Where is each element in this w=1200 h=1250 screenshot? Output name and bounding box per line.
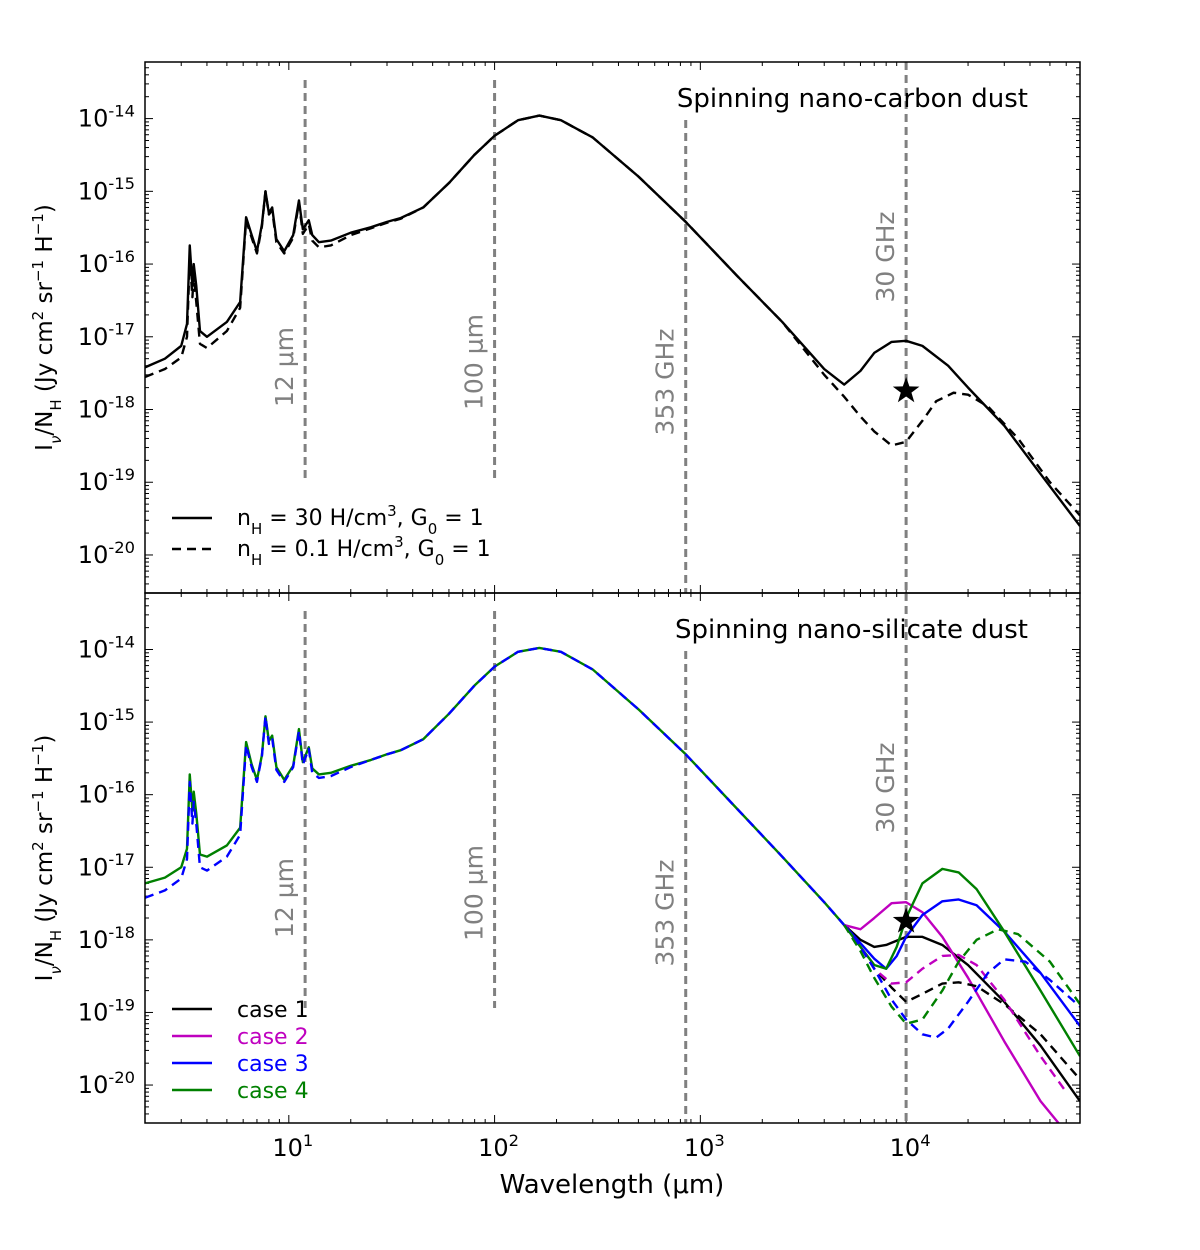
x-tick-label: 103: [684, 1131, 725, 1162]
vline-label-0: 12 μm: [270, 327, 299, 407]
y-tick-label: 10-16: [78, 247, 135, 278]
x-axis-title: Wavelength (μm): [500, 1170, 725, 1200]
series-line-2: [843, 898, 1080, 1027]
y-tick-label: 10-14: [78, 102, 135, 133]
x-tick-label: 102: [478, 1131, 519, 1162]
star-marker: [892, 907, 920, 933]
y-tick-label: 10-18: [78, 392, 135, 423]
reference-lines: 12 μm 100 μm 353 GHz 30 GHz: [270, 593, 908, 1123]
series-line-0: [145, 114, 1080, 527]
y-axis-title-text: Iν/NH (Jy cm2 sr−1 H−1): [29, 735, 65, 982]
y-tick-label: 10-16: [78, 778, 135, 809]
y-tick-label: 10-15: [78, 174, 135, 205]
series-line-4: [843, 924, 1080, 1081]
y-axis-title: Iν/NH (Jy cm2 sr−1 H−1): [29, 204, 65, 451]
legend-label-1: nH = 0.1 H/cm3, G0 = 1: [237, 533, 491, 569]
x-tick-label: 104: [890, 1131, 931, 1162]
vline-label-2: 353 GHz: [651, 860, 680, 967]
y-axis-title-text: Iν/NH (Jy cm2 sr−1 H−1): [29, 204, 65, 451]
series-group: [145, 646, 1080, 1123]
y-axis-title: Iν/NH (Jy cm2 sr−1 H−1): [29, 735, 65, 982]
series-group: [145, 114, 1080, 527]
y-axis: 10-20 10-19 10-18 10-17 10-16 10-15 10-14: [78, 632, 1080, 1099]
vline-label-0: 12 μm: [270, 858, 299, 938]
series-line-6: [843, 924, 1080, 1039]
legend-label-3: case 4: [237, 1079, 309, 1104]
legend-label-1: case 2: [237, 1025, 309, 1050]
legend-label-2: case 3: [237, 1052, 309, 1077]
bottom-panel: 10-20 10-19 10-18 10-17 10-16 10-15 10-14 Iν/NH…: [29, 592, 1081, 1162]
y-tick-label: 10-14: [78, 632, 135, 663]
y-tick-label: 10-20: [78, 1068, 135, 1099]
x-tick-label: 101: [272, 1131, 313, 1162]
vline-label-2: 353 GHz: [651, 329, 680, 436]
plot-frame: [144, 592, 1081, 1124]
vline-label-1: 100 μm: [460, 845, 489, 941]
vline-label-3: 30 GHz: [871, 211, 900, 302]
panel-title: Spinning nano-carbon dust: [677, 84, 1028, 114]
series-line-5: [843, 924, 1068, 1093]
y-tick-label: 10-17: [78, 850, 135, 881]
legend-label-0: nH = 30 H/cm3, G0 = 1: [237, 502, 484, 538]
legend-label-0: case 1: [237, 998, 309, 1023]
reference-lines: 12 μm 100 μm 353 GHz 30 GHz: [270, 62, 908, 593]
panel-title: Spinning nano-silicate dust: [675, 615, 1028, 645]
star-marker: [892, 376, 920, 403]
y-tick-label: 10-15: [78, 705, 135, 736]
series-line-1: [843, 901, 1060, 1123]
x-minor-ticks: [180, 593, 1067, 1123]
x-tick-labels: 101 102 103 104: [272, 1131, 930, 1162]
x-axis-title-text: Wavelength (μm): [500, 1170, 725, 1200]
series-line-1: [145, 114, 1080, 517]
shared-series-line-1: [145, 646, 846, 926]
y-tick-label: 10-18: [78, 923, 135, 954]
top-panel: 10-20 10-19 10-18 10-17 10-16 10-15 10-14 Iν/NH…: [29, 61, 1081, 594]
legend: nH = 30 H/cm3, G0 = 1nH = 0.1 H/cm3, G0 …: [172, 502, 491, 569]
y-tick-label: 10-19: [78, 995, 135, 1026]
y-tick-label: 10-20: [78, 538, 135, 569]
vline-label-1: 100 μm: [460, 314, 489, 410]
y-tick-label: 10-17: [78, 320, 135, 351]
y-tick-label: 10-19: [78, 465, 135, 496]
series-line-7: [843, 924, 1080, 1025]
vline-label-3: 30 GHz: [871, 742, 900, 833]
y-axis: 10-20 10-19 10-18 10-17 10-16 10-15 10-14: [78, 102, 1080, 569]
series-line-0: [843, 924, 1080, 1102]
